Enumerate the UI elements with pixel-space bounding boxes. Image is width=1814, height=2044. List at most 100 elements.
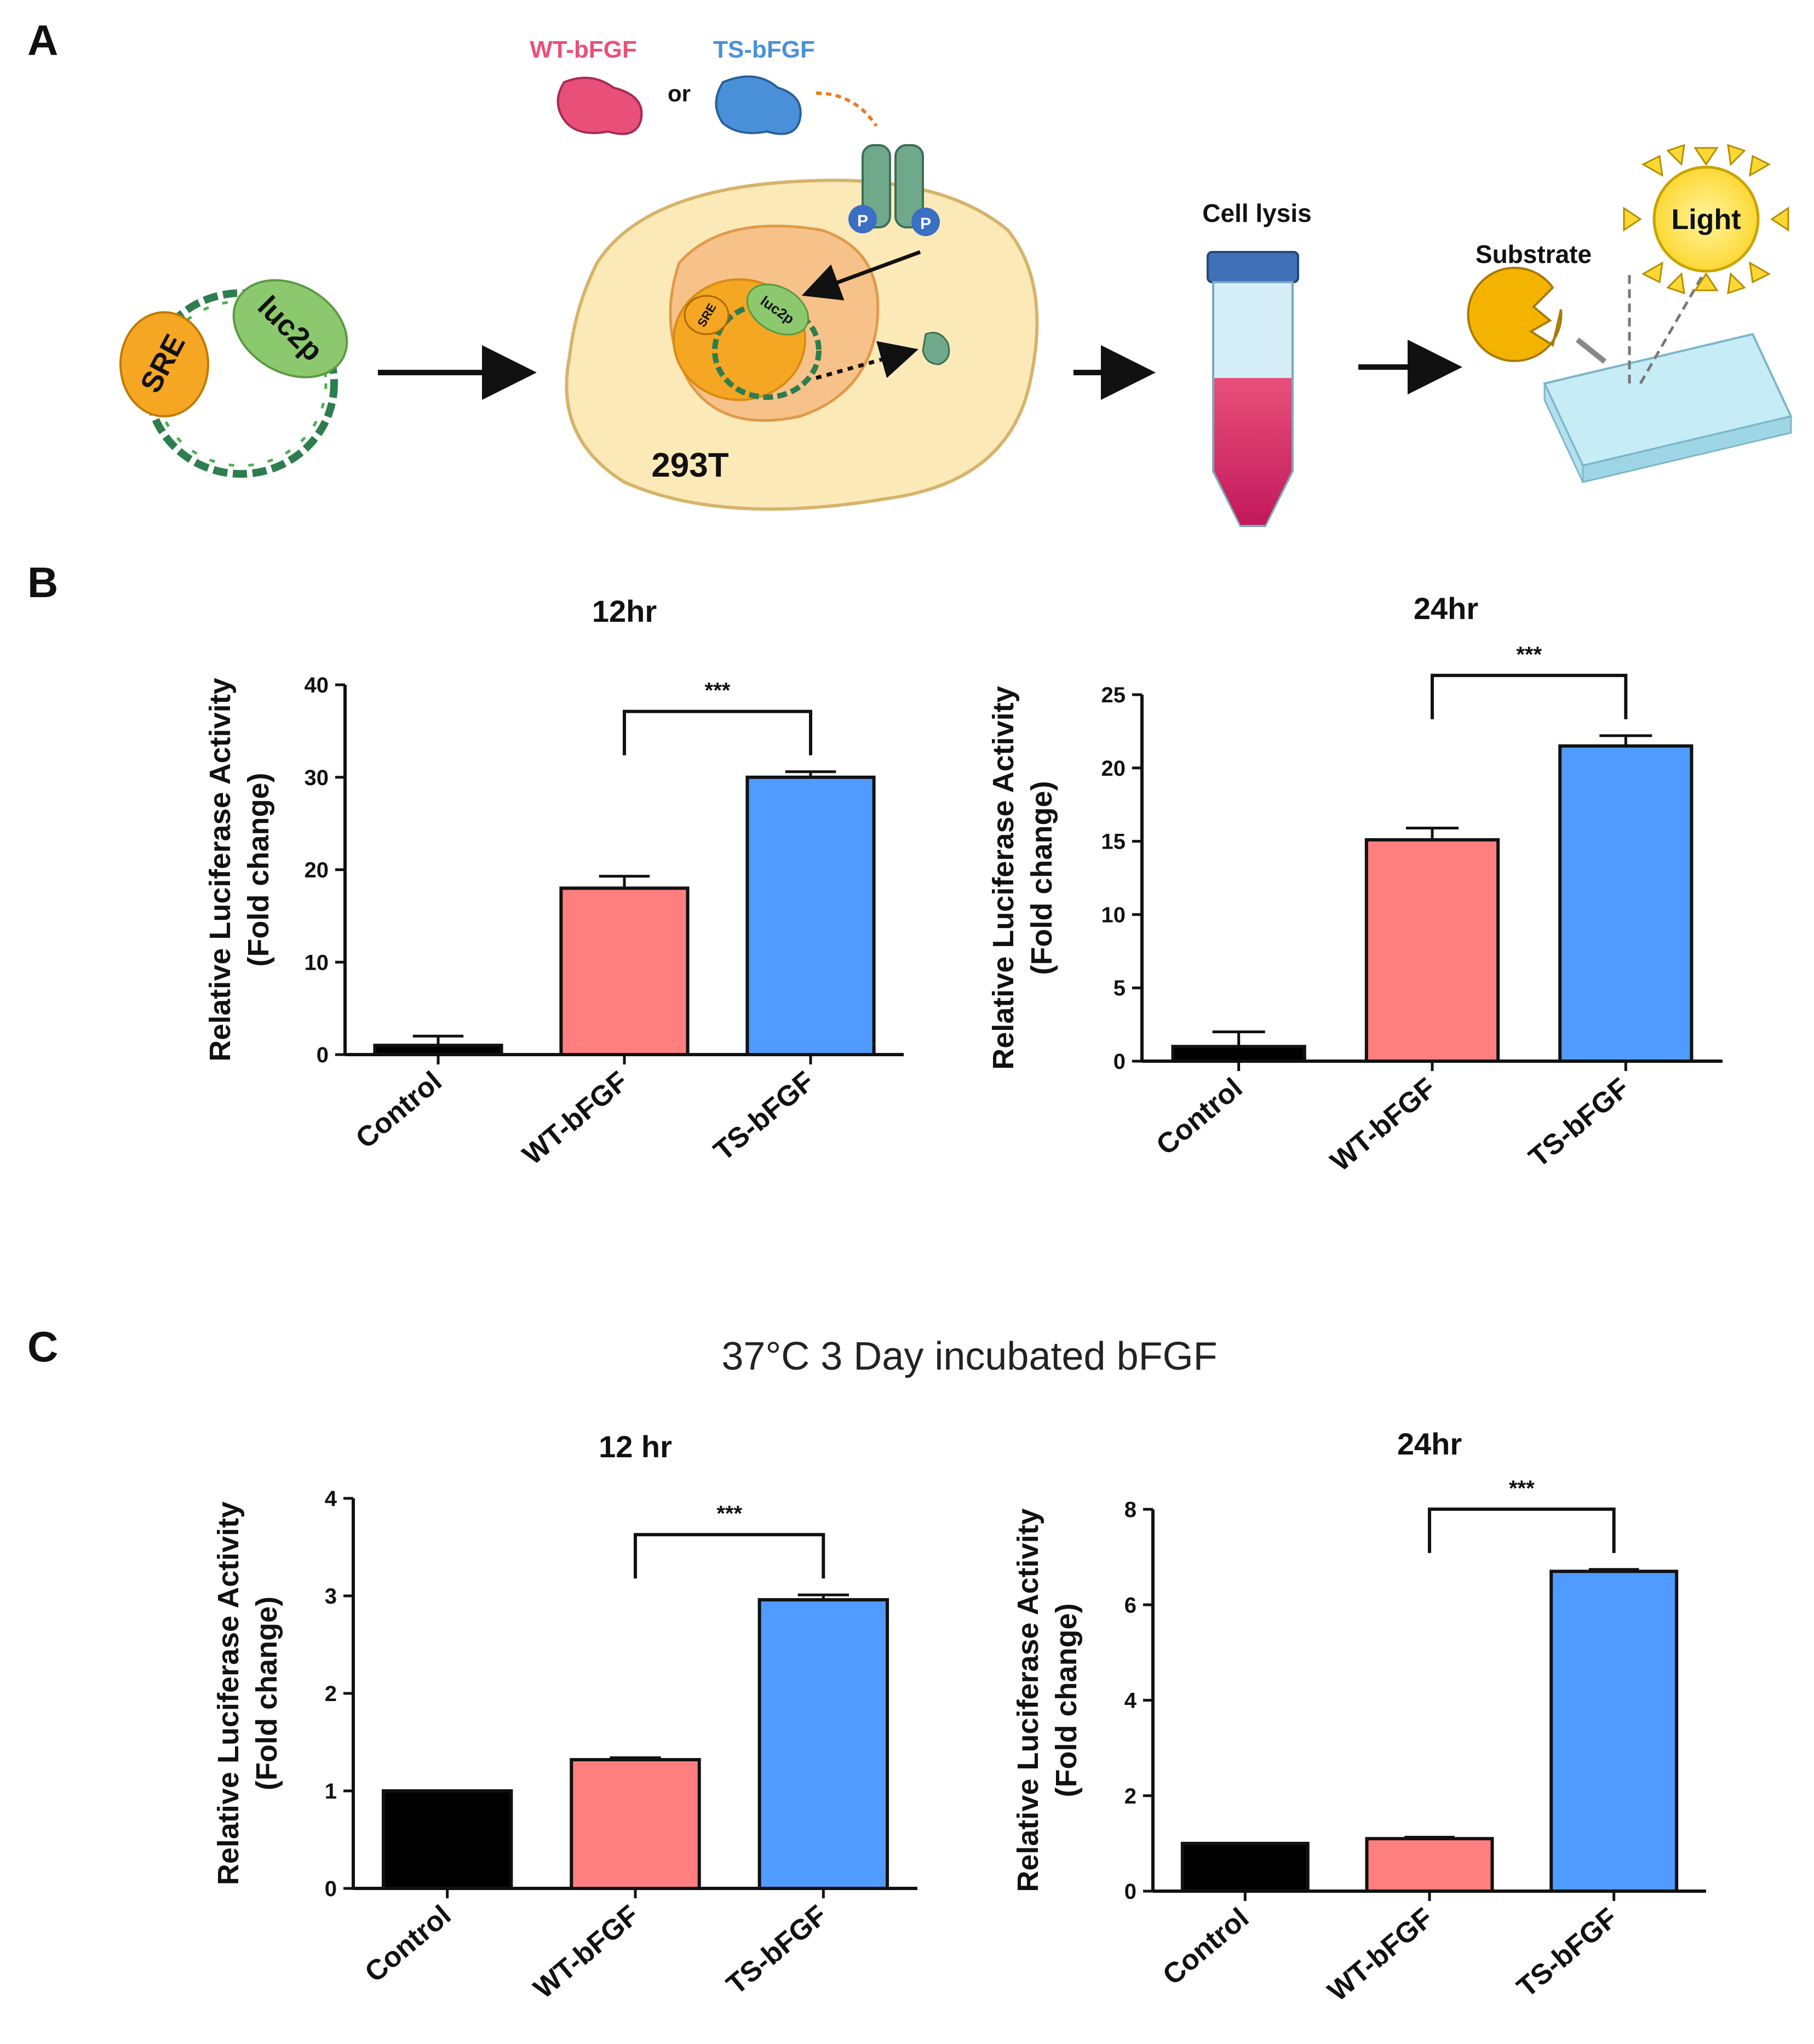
luc2p-element: luc2p <box>232 279 348 379</box>
x-tick-label-control: Control <box>359 1899 457 1989</box>
y-axis-label-line1: Relative Luciferase Activity <box>212 1502 245 1885</box>
signal-arrow <box>801 250 921 301</box>
bar-ts <box>757 1598 889 1891</box>
x-tick-label-wt: WT-bFGF <box>527 1899 645 2005</box>
cell-293t: SRE luc2p 293T P P <box>565 144 1039 511</box>
y-axis-label-line2: (Fold change) <box>250 1596 283 1790</box>
bar-control <box>1171 1045 1306 1063</box>
panel-label-c: C <box>27 1322 58 1371</box>
substrate-to-plate-arrow <box>1575 337 1607 364</box>
luciferase-protein-shape <box>922 331 950 365</box>
ts-bfgf-legend-label: TS-bFGF <box>713 36 815 63</box>
y-tick-label: 8 <box>1124 1498 1136 1522</box>
y-tick-label: 25 <box>1101 683 1126 707</box>
y-tick-label: 20 <box>1101 757 1126 781</box>
significance-bracket <box>634 1533 825 1579</box>
light-ray-right <box>1639 273 1705 385</box>
phospho-left-label: P <box>857 212 868 230</box>
y-tick-label: 0 <box>317 1043 329 1067</box>
significance-label: *** <box>705 679 731 703</box>
binding-dotted-arrow <box>816 91 878 127</box>
plasmid-diagram: SRE luc2p <box>119 279 348 478</box>
x-tick-label-control: Control <box>350 1066 448 1155</box>
or-label: or <box>668 81 691 106</box>
panel-label-b: B <box>27 558 58 606</box>
y-tick-label: 4 <box>325 1487 337 1511</box>
y-axis-label-line2: (Fold change) <box>1050 1604 1083 1797</box>
y-tick-label: 6 <box>1124 1593 1136 1617</box>
bar-control <box>1180 1841 1310 1893</box>
x-tick-label-wt: WT-bFGF <box>1324 1072 1442 1178</box>
y-tick-label: 4 <box>1124 1689 1137 1713</box>
cell-line-label: 293T <box>651 446 728 484</box>
panel-label-a: A <box>27 16 58 64</box>
y-tick-label: 0 <box>1113 1050 1126 1074</box>
x-tick-label-wt: WT-bFGF <box>516 1066 634 1171</box>
x-tick-label-ts: TS-bFGF <box>1511 1902 1623 2004</box>
receptor-right <box>894 144 924 228</box>
x-tick-label-wt: WT-bFGF <box>1322 1902 1439 2008</box>
chart-title: 24hr <box>1414 591 1478 626</box>
bar-wt <box>559 886 690 1056</box>
well-plate <box>1543 333 1793 483</box>
x-tick-label-ts: TS-bFGF <box>721 1899 833 2001</box>
ts-bfgf-protein-shape <box>715 75 802 135</box>
significance-bracket <box>1431 673 1628 719</box>
significance-label: *** <box>1509 1476 1535 1501</box>
y-tick-label: 40 <box>305 673 329 697</box>
y-axis-label-line1: Relative Luciferase Activity <box>987 686 1020 1069</box>
significance-label: *** <box>1516 643 1542 667</box>
y-tick-label: 15 <box>1101 830 1126 854</box>
y-tick-label: 20 <box>305 858 329 883</box>
sre-element: SRE <box>119 311 209 417</box>
y-tick-label: 1 <box>325 1779 337 1803</box>
y-tick-label: 10 <box>305 951 329 975</box>
phospho-left <box>848 205 877 233</box>
cell-lysis-label: Cell lysis <box>1202 199 1311 227</box>
bar-ts <box>1558 744 1694 1063</box>
x-tick-label-ts: TS-bFGF <box>1523 1072 1635 1174</box>
y-tick-label: 0 <box>1124 1880 1136 1904</box>
chart-c-12hr: 12 hr Relative Luciferase Activity (Fold c… <box>212 1429 917 2005</box>
expression-dotted-arrow <box>816 341 919 380</box>
section-c-title: 37°C 3 Day incubated bFGF <box>721 1335 1217 1378</box>
chart-title: 12 hr <box>599 1429 672 1464</box>
wt-bfgf-protein-shape <box>556 77 643 135</box>
phospho-right-label: P <box>920 215 931 233</box>
chart-c-24hr: 24hr Relative Luciferase Activity (Fold ch… <box>1012 1427 1706 2008</box>
y-tick-label: 10 <box>1101 903 1126 927</box>
x-tick-label-control: Control <box>1151 1072 1249 1161</box>
bar-control <box>373 1044 503 1056</box>
bar-wt <box>570 1758 701 1891</box>
chart-b-12hr: 12hr Relative Luciferase Activity (Fold ch… <box>204 594 904 1171</box>
y-tick-label: 0 <box>325 1877 337 1901</box>
significance-bracket <box>623 709 812 755</box>
panel-a-schematic: A SRE luc2p WT-bFGF TS-bFGF or <box>27 16 1793 527</box>
significance-label: *** <box>716 1502 742 1526</box>
bar-ts <box>745 775 876 1056</box>
light-sun-icon: Light <box>1623 144 1789 295</box>
bar-control <box>381 1789 513 1890</box>
y-axis-label-line1: Relative Luciferase Activity <box>204 678 237 1061</box>
y-axis-label-line2: (Fold change) <box>1025 781 1058 975</box>
substrate-pacman-shape <box>1467 266 1563 362</box>
x-tick-label-ts: TS-bFGF <box>708 1066 820 1167</box>
y-tick-label: 2 <box>325 1682 337 1706</box>
bar-wt <box>1365 1837 1494 1893</box>
significance-bracket <box>1428 1507 1616 1553</box>
chart-b-24hr: 24hr Relative Luciferase Activity (Fold ch… <box>987 591 1723 1178</box>
wt-bfgf-legend-label: WT-bFGF <box>530 36 637 63</box>
phospho-right <box>911 208 940 236</box>
bar-wt <box>1364 838 1500 1063</box>
chart-title: 12hr <box>592 594 657 628</box>
y-tick-label: 3 <box>325 1584 337 1608</box>
light-label: Light <box>1671 204 1741 236</box>
lysis-tube <box>1207 251 1299 527</box>
y-tick-label: 5 <box>1113 976 1126 1000</box>
bar-ts <box>1549 1570 1679 1893</box>
x-tick-label-control: Control <box>1157 1902 1255 1991</box>
y-tick-label: 2 <box>1124 1784 1136 1808</box>
chart-title: 24hr <box>1397 1427 1462 1461</box>
substrate-label: Substrate <box>1476 240 1592 268</box>
